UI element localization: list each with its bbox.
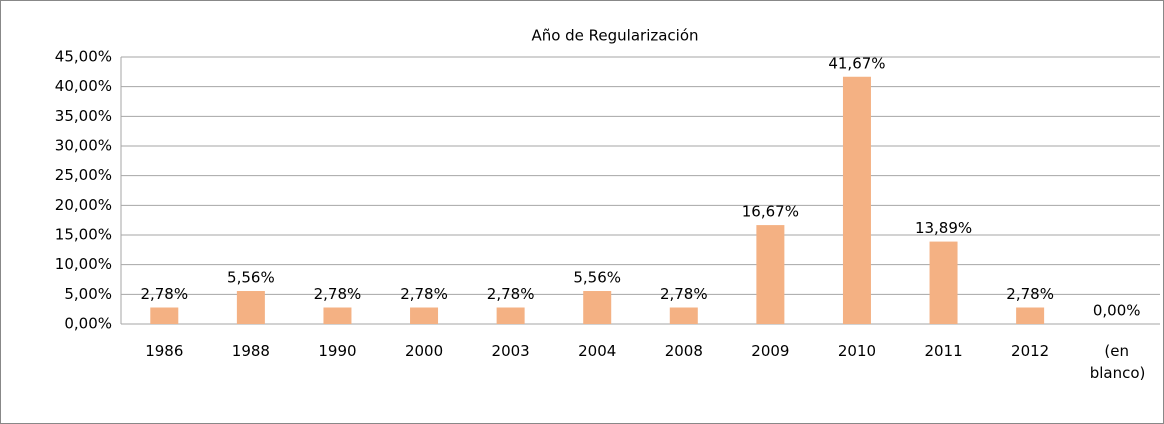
y-tick-label: 0,00% — [64, 315, 112, 333]
data-label: 5,56% — [573, 269, 621, 287]
data-label: 0,00% — [1093, 302, 1141, 320]
chart-title: Año de Regularización — [531, 27, 698, 45]
data-label: 16,67% — [742, 203, 799, 221]
x-tick-label: 2010 — [837, 342, 877, 360]
x-tick-label: 1990 — [318, 342, 357, 360]
y-tick-label: 20,00% — [55, 196, 112, 214]
bar — [583, 291, 612, 324]
data-label: 5,56% — [227, 269, 275, 287]
bar — [150, 307, 179, 324]
y-tick-label: 25,00% — [55, 166, 112, 184]
x-tick-label: 2003 — [491, 342, 530, 360]
bar — [410, 307, 439, 324]
y-tick-label: 35,00% — [55, 107, 112, 125]
bar — [496, 307, 525, 324]
data-label: 2,78% — [1006, 285, 1054, 303]
bar — [323, 307, 352, 324]
data-label: 2,78% — [140, 285, 188, 303]
y-tick-label: 40,00% — [55, 77, 112, 95]
bar — [842, 76, 871, 325]
y-tick-label: 30,00% — [55, 137, 112, 155]
x-tick-label: 2012 — [1011, 342, 1050, 360]
x-tick-label: 2000 — [404, 342, 444, 360]
data-label: 2,78% — [660, 285, 708, 303]
data-label: 2,78% — [314, 285, 362, 303]
x-tick-label: (en blanco) — [1089, 342, 1146, 382]
y-tick-label: 5,00% — [64, 285, 112, 303]
bar — [669, 307, 698, 324]
x-tick-label: 2004 — [578, 342, 617, 360]
data-label: 2,78% — [487, 285, 535, 303]
bar — [236, 291, 265, 324]
y-tick-label: 10,00% — [55, 255, 112, 273]
data-label: 2,78% — [400, 285, 448, 303]
y-tick-label: 15,00% — [55, 226, 112, 244]
x-tick-label: 1988 — [231, 342, 270, 360]
data-label: 41,67% — [828, 54, 885, 72]
bar — [1016, 307, 1045, 324]
y-tick-label: 45,00% — [55, 48, 112, 66]
x-tick-label: 2011 — [924, 342, 963, 360]
x-tick-label: 1986 — [145, 342, 184, 360]
bar — [929, 241, 958, 324]
x-tick-label: 2008 — [664, 342, 703, 360]
data-label: 13,89% — [915, 219, 972, 237]
bar — [756, 225, 785, 324]
x-tick-label: 2009 — [751, 342, 790, 360]
